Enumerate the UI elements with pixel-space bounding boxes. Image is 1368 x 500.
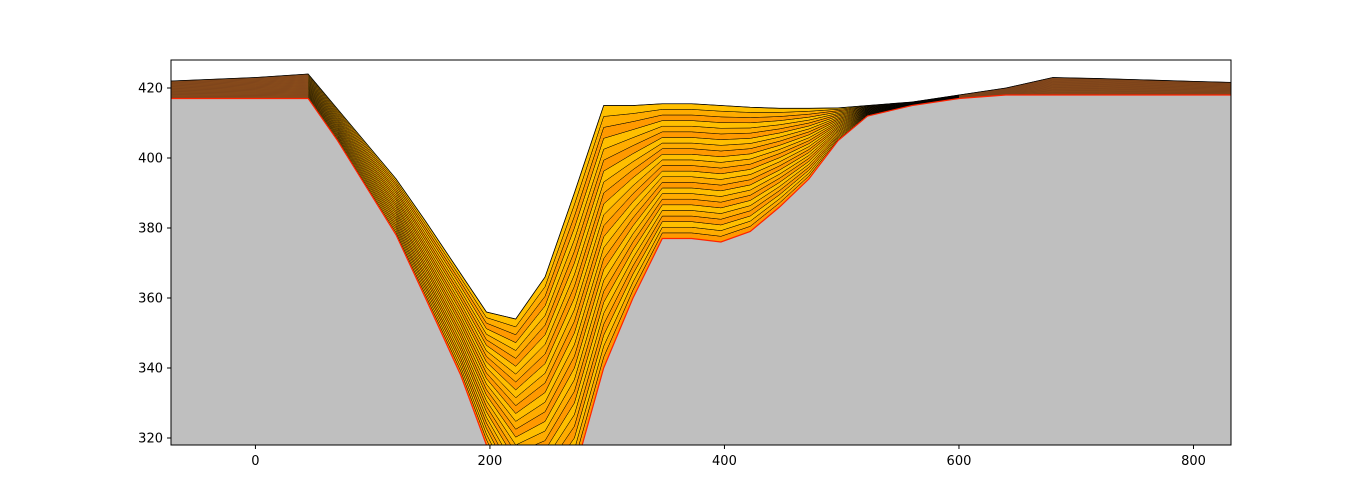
x-tick-label: 200 — [478, 454, 503, 469]
floodplain-deposit — [958, 77, 1231, 99]
plot-frame — [170, 59, 1232, 446]
y-axis: 320 340 360 380 400 420 — [138, 82, 171, 447]
y-tick-label: 380 — [138, 222, 163, 237]
floodplain-deposit — [171, 74, 309, 99]
y-tick-label: 340 — [138, 362, 163, 377]
y-tick-label: 420 — [138, 82, 163, 97]
x-axis: 0 200 400 600 800 — [251, 445, 1206, 469]
surface-line — [171, 73, 1231, 320]
basement-area — [171, 95, 1231, 445]
stratigraphy-layers — [171, 73, 1231, 445]
y-tick-label: 400 — [138, 152, 163, 167]
x-tick-label: 800 — [1181, 454, 1206, 469]
x-tick-label: 600 — [947, 454, 972, 469]
x-tick-label: 400 — [712, 454, 737, 469]
sediment-layer — [171, 90, 1231, 445]
channel-base-line — [171, 94, 1231, 445]
x-tick-label: 0 — [251, 454, 259, 469]
y-tick-label: 360 — [138, 292, 163, 307]
y-tick-label: 320 — [138, 432, 163, 447]
sediment-layer — [171, 91, 1231, 445]
